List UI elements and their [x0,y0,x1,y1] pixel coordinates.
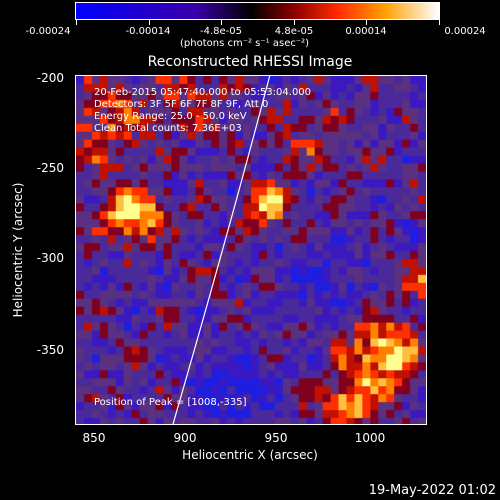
colorbar-tickmark [439,20,440,25]
y-tick-label: -350 [36,343,64,357]
colorbar-tickmark [76,20,77,25]
colorbar-tickmark [221,20,222,25]
colorbar-tick-label: -0.00024 [25,26,71,37]
y-tick-label: -200 [36,71,64,85]
footer-date: 19-May-2022 01:02 [368,483,496,498]
info-time-range: 20-Feb-2015 05:47:40.000 to 05:53:04.000 [94,87,312,98]
y-axis-label: Heliocentric Y (arcsec) [11,182,25,318]
x-tick-label: 850 [82,431,106,445]
solar-limb-line [172,76,271,424]
image-frame [75,75,427,425]
colorbar-tick-label: -0.00014 [125,26,171,37]
y-tick-label: -300 [36,251,64,265]
y-tick-label: -250 [36,161,64,175]
colorbar [75,2,440,20]
colorbar-tickmark [149,20,150,25]
colorbar-tick-label: 0.00014 [345,26,387,37]
colorbar-tick-label: 4.8e-05 [274,26,314,37]
limb-overlay [172,76,271,424]
info-energy-range: Energy Range: 25.0 - 50.0 keV [94,111,247,122]
x-axis-label: Heliocentric X (arcsec) [182,448,318,462]
plot-title: Reconstructed RHESSI Image [147,54,353,70]
colorbar-tick-label: 0.00024 [444,26,486,37]
colorbar-tickmark [366,20,367,25]
info-clean-counts: Clean Total counts: 7.36E+03 [94,123,242,134]
x-tick-label: 950 [264,431,288,445]
colorbar-tick-label: -4.8e-05 [200,26,242,37]
colorbar-tickmark [294,20,295,25]
colorbar-units: (photons cm⁻² s⁻¹ asec⁻²) [180,38,310,49]
x-tick-label: 900 [173,431,197,445]
rhessi-image-map[interactable] [76,76,426,424]
x-tick-label: 1000 [354,431,386,445]
info-detectors: Detectors: 3F 5F 6F 7F 8F 9F, Att 0 [94,99,269,110]
info-peak-position: Position of Peak = [1008,-335] [94,397,247,408]
